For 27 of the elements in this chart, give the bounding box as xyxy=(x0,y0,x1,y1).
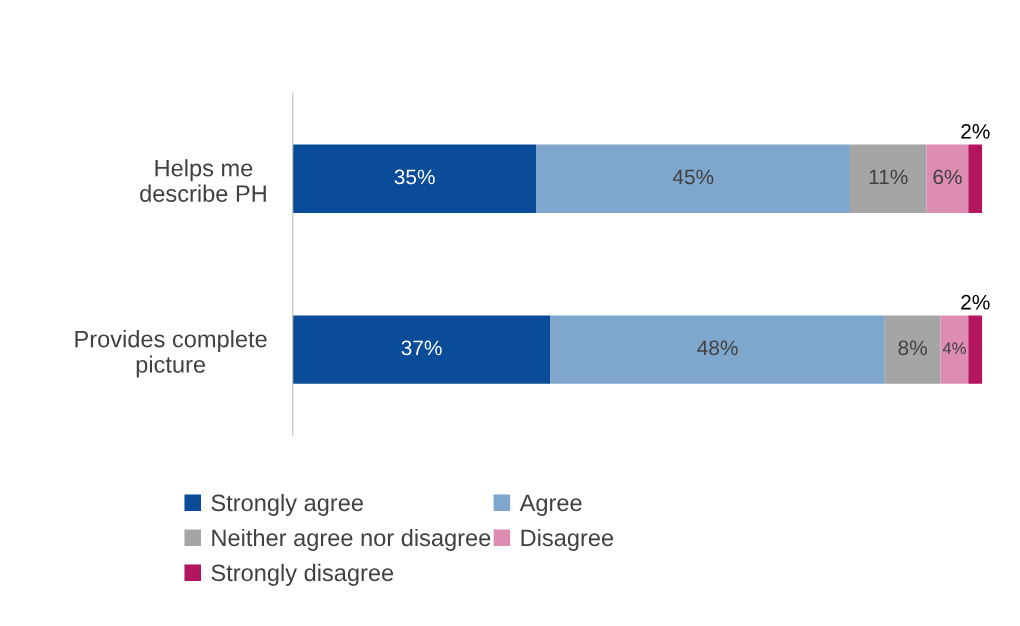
bar xyxy=(940,315,969,384)
data-label: 8% xyxy=(898,340,927,356)
data-label: 45% xyxy=(672,169,714,185)
data-label: 2% xyxy=(961,123,990,139)
bar xyxy=(926,144,969,213)
data-label: 11% xyxy=(869,169,908,185)
legend-label: Strongly agree xyxy=(211,493,363,516)
y-tick-label: Helps me describe PH xyxy=(140,159,266,202)
bar xyxy=(292,144,537,213)
data-label: 48% xyxy=(697,340,738,356)
data-label: 4% xyxy=(942,342,966,355)
data-label: 37% xyxy=(401,340,442,356)
legend-label: Disagree xyxy=(521,528,614,551)
legend-label: Agree xyxy=(519,494,582,516)
data-label: 6% xyxy=(933,169,962,185)
data-label: 35% xyxy=(394,169,435,185)
bar xyxy=(849,144,927,213)
bar xyxy=(968,315,983,384)
bar xyxy=(292,315,551,384)
bar xyxy=(968,144,983,213)
bar xyxy=(536,144,850,213)
legend-label: Neither agree nor disagree xyxy=(212,528,491,551)
bar xyxy=(884,315,941,384)
legend-label: Strongly disagree xyxy=(211,563,394,586)
y-tick-label: Provides complete picture xyxy=(75,330,267,378)
bar xyxy=(550,315,885,384)
data-label: 2% xyxy=(961,294,990,310)
